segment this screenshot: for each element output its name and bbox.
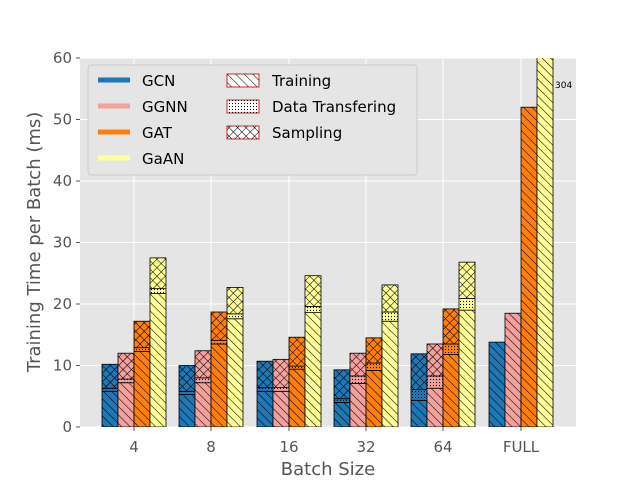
- legend-label-ggnn: GGNN: [142, 98, 188, 116]
- bar-gat-16-sampling-hatch: [288, 336, 306, 367]
- y-axis-ticks: 0 10 20 30 40 50 60: [53, 49, 80, 436]
- bar-gat-8-training-hatch: [210, 343, 228, 427]
- bar-gcn-16-sampling-hatch: [256, 360, 274, 389]
- x-tick-label: 16: [279, 438, 298, 456]
- bar-gat-8-sampling-hatch: [210, 311, 228, 341]
- y-tick-label: 20: [53, 295, 72, 313]
- bar-gat-64-data-transfering-hatch: [442, 343, 460, 355]
- bar-ggnn-32-sampling-hatch: [349, 352, 367, 377]
- y-tick-label: 50: [53, 111, 72, 129]
- bar-gcn-8-data-transfering-hatch: [178, 390, 196, 395]
- bar-ggnn-16-sampling-hatch: [272, 358, 290, 389]
- bar-gaan-16-training-hatch: [304, 312, 322, 427]
- x-tick-label: 32: [356, 438, 375, 456]
- bar-gcn-64-data-transfering-hatch: [410, 389, 428, 401]
- bar-gaan-8-training-hatch: [226, 318, 244, 427]
- x-axis-title: Batch Size: [281, 459, 375, 480]
- legend: GCN GGNN GAT GaAN Training Data Transfer…: [87, 64, 418, 176]
- y-axis-title: Training Time per Batch (ms): [24, 112, 45, 374]
- y-tick-label: 10: [53, 357, 72, 375]
- bar-gaan-64-sampling-hatch: [458, 261, 476, 299]
- legend-label-gat: GAT: [142, 124, 173, 142]
- legend-label-gaan: GaAN: [142, 150, 184, 168]
- y-tick-label: 0: [62, 418, 72, 436]
- bars: [101, 58, 554, 427]
- bar-gcn-8-sampling-hatch: [178, 365, 196, 392]
- bar-ggnn-8-training-hatch: [194, 382, 212, 427]
- bar-gat-4-training-hatch: [133, 350, 151, 427]
- bar-gcn-4-data-transfering-hatch: [101, 387, 119, 392]
- bar-gaan-4-data-transfering-hatch: [149, 288, 167, 294]
- bar-gcn-8-training-hatch: [178, 394, 196, 427]
- bar-ggnn-4-data-transfering-hatch: [117, 378, 135, 384]
- bar-ggnn-64-data-transfering-hatch: [426, 375, 444, 389]
- x-tick-label: 8: [206, 438, 216, 456]
- bar-ggnn-4-training-hatch: [117, 382, 135, 427]
- bar-gaan-8-sampling-hatch: [226, 286, 244, 315]
- x-tick-label: 64: [433, 438, 452, 456]
- legend-label-data-transfering: Data Transfering: [272, 98, 396, 116]
- y-tick-label: 60: [53, 49, 72, 67]
- bar-gaan-16-data-transfering-hatch: [304, 306, 322, 314]
- legend-label-training: Training: [271, 72, 331, 90]
- bar-gcn-64-sampling-hatch: [410, 353, 428, 390]
- y-tick-label: 40: [53, 172, 72, 190]
- bar-ggnn-8-data-transfering-hatch: [194, 377, 212, 384]
- bar-gcn-full-training-hatch: [488, 341, 506, 427]
- bar-gcn-4-sampling-hatch: [101, 363, 119, 389]
- bar-ggnn-16-training-hatch: [272, 390, 290, 427]
- bar-gat-16-training-hatch: [288, 368, 306, 427]
- bar-ggnn-8-sampling-hatch: [194, 350, 212, 379]
- bar-gaan-32-sampling-hatch: [381, 284, 399, 313]
- bar-gaan-32-training-hatch: [381, 320, 399, 427]
- bar-gaan-64-training-hatch: [458, 309, 476, 427]
- bar-ggnn-4-sampling-hatch: [117, 352, 135, 380]
- legend-swatch-data-transfering-hatch: [227, 100, 259, 113]
- bar-gat-64-sampling-hatch: [442, 308, 460, 345]
- bar-ggnn-64-training-hatch: [426, 387, 444, 427]
- bar-gaan-32-data-transfering-hatch: [381, 311, 399, 322]
- x-tick-label: 4: [129, 438, 139, 456]
- bar-gat-32-data-transfering-hatch: [365, 362, 383, 371]
- bar-gcn-16-training-hatch: [256, 390, 274, 427]
- annotation-label: 304: [555, 81, 572, 91]
- bar-gat-4-sampling-hatch: [133, 320, 151, 349]
- bar-gat-64-training-hatch: [442, 354, 460, 427]
- bar-gaan-4-training-hatch: [149, 293, 167, 427]
- bar-gcn-32-training-hatch: [333, 401, 351, 427]
- bar-ggnn-32-data-transfering-hatch: [349, 375, 367, 384]
- legend-box: [87, 64, 418, 176]
- bar-gat-32-sampling-hatch: [365, 337, 383, 364]
- bar-gat-16-data-transfering-hatch: [288, 365, 306, 370]
- bar-ggnn-32-training-hatch: [349, 382, 367, 427]
- bar-gcn-64-training-hatch: [410, 400, 428, 427]
- bar-gaan-64-data-transfering-hatch: [458, 298, 476, 311]
- x-tick-label: FULL: [503, 438, 540, 456]
- bar-gat-4-data-transfering-hatch: [133, 347, 151, 352]
- bar-ggnn-64-sampling-hatch: [426, 343, 444, 377]
- legend-swatch-sampling-hatch: [227, 126, 259, 139]
- bar-ggnn-full-training-hatch: [504, 312, 522, 427]
- bar-gcn-4-training-hatch: [101, 390, 119, 427]
- bar-gaan-full-training-hatch: [536, 58, 554, 427]
- bar-gcn-16-data-transfering-hatch: [256, 387, 274, 392]
- bar-gat-32-training-hatch: [365, 370, 383, 427]
- bar-ggnn-16-data-transfering-hatch: [272, 387, 290, 392]
- bar-gaan-4-sampling-hatch: [149, 257, 167, 290]
- bar-gcn-32-sampling-hatch: [333, 369, 351, 400]
- y-tick-label: 30: [53, 234, 72, 252]
- legend-swatch-training-hatch: [227, 74, 259, 87]
- legend-label-sampling: Sampling: [272, 124, 342, 142]
- bar-gaan-8-data-transfering-hatch: [226, 313, 244, 320]
- bar-gat-8-data-transfering-hatch: [210, 339, 228, 345]
- bar-gat-full-training-hatch: [520, 106, 538, 427]
- bar-gcn-32-data-transfering-hatch: [333, 398, 351, 403]
- legend-label-gcn: GCN: [142, 72, 175, 90]
- x-axis-ticks: 4 8 16 32 64 FULL: [129, 427, 540, 456]
- bar-gaan-16-sampling-hatch: [304, 275, 322, 307]
- annotations: 304: [555, 81, 572, 91]
